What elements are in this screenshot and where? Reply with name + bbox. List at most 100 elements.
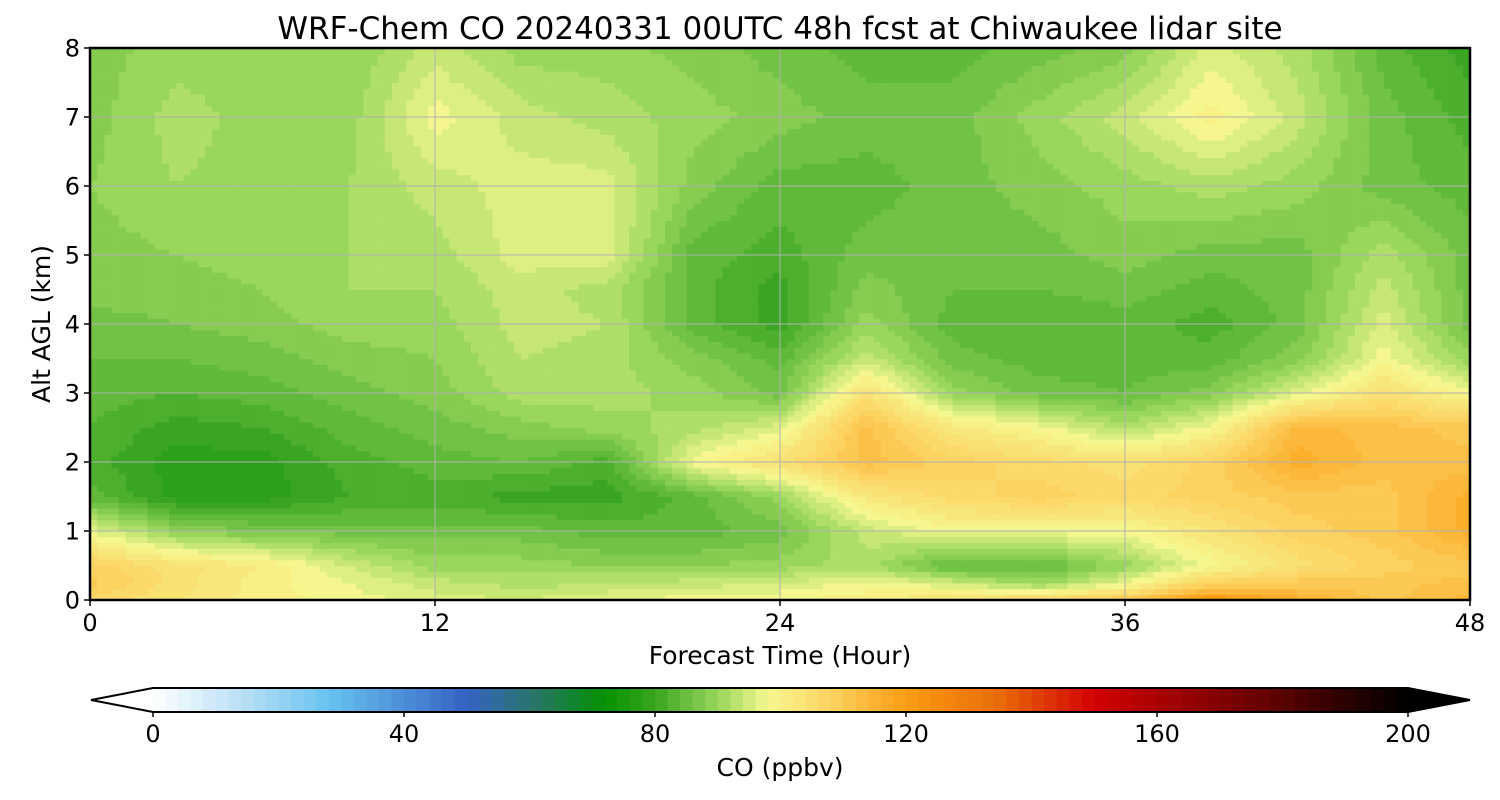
heat-cell [651, 566, 659, 572]
heat-cell [931, 571, 939, 577]
heat-cell [766, 560, 774, 566]
heat-cell [1262, 583, 1270, 589]
heat-cell [1434, 571, 1442, 577]
heat-cell [974, 566, 982, 572]
heat-cell [1247, 548, 1255, 554]
heat-cell [435, 583, 443, 589]
heat-cell [838, 548, 846, 554]
heat-cell [457, 537, 465, 543]
heat-cell [1405, 571, 1413, 577]
heat-cell [665, 543, 673, 549]
heat-cell [435, 543, 443, 549]
heat-cell [1103, 566, 1111, 572]
heat-cell [356, 554, 364, 560]
heat-cell [1003, 571, 1011, 577]
heat-cell [615, 571, 623, 577]
heat-cell [1362, 589, 1370, 595]
heat-cell [435, 554, 443, 560]
heat-cell [521, 537, 529, 543]
heat-cell [945, 583, 953, 589]
heat-cell [543, 548, 551, 554]
heat-cell [1175, 566, 1183, 572]
heat-cell [104, 531, 112, 537]
heat-cell [859, 543, 867, 549]
heat-cell [507, 548, 515, 554]
heat-cell [665, 560, 673, 566]
heat-cell [1305, 560, 1313, 566]
heat-cell [694, 566, 702, 572]
heat-cell [1183, 566, 1191, 572]
heat-cell [909, 560, 917, 566]
heat-cell [1312, 589, 1320, 595]
heat-cell [126, 537, 134, 543]
heat-cell [500, 566, 508, 572]
heat-cell [140, 577, 148, 583]
heat-cell [586, 571, 594, 577]
heat-cell [198, 543, 206, 549]
heat-cell [679, 577, 687, 583]
heat-cell [593, 583, 601, 589]
heat-cell [327, 548, 335, 554]
heat-cell [1233, 560, 1241, 566]
heat-cell [1046, 543, 1054, 549]
heat-cell [766, 566, 774, 572]
heat-cell [931, 548, 939, 554]
heat-cell [902, 554, 910, 560]
heat-cell [708, 560, 716, 566]
heat-cell [1420, 589, 1428, 595]
heat-cell [1355, 583, 1363, 589]
heat-cell [1082, 566, 1090, 572]
heat-cell [536, 571, 544, 577]
heat-cell [140, 537, 148, 543]
heat-cell [1348, 589, 1356, 595]
heat-cell [298, 548, 306, 554]
heat-cell [1103, 554, 1111, 560]
heat-cell [593, 571, 601, 577]
heat-cell [1298, 537, 1306, 543]
heat-cell [1075, 583, 1083, 589]
heat-cell [133, 560, 141, 566]
heat-cell [1204, 583, 1212, 589]
heat-cell [162, 566, 170, 572]
heat-cell [1377, 543, 1385, 549]
heat-cell [981, 583, 989, 589]
heat-cell [953, 560, 961, 566]
heat-cell [1240, 537, 1248, 543]
heat-cell [263, 583, 271, 589]
heat-cell [219, 548, 227, 554]
heat-cell [938, 571, 946, 577]
heat-cell [334, 583, 342, 589]
heat-cell [1341, 577, 1349, 583]
heat-cell [629, 589, 637, 595]
heat-cell [1082, 548, 1090, 554]
heat-cell [169, 554, 177, 560]
heat-cell [794, 589, 802, 595]
heat-cell [1326, 560, 1334, 566]
heat-cell [1125, 537, 1133, 543]
heat-cell [917, 554, 925, 560]
heat-cell [449, 571, 457, 577]
heat-cell [334, 548, 342, 554]
heat-cell [493, 566, 501, 572]
heat-cell [1161, 548, 1169, 554]
heat-cell [263, 543, 271, 549]
heat-cell [1398, 577, 1406, 583]
heat-cell [895, 543, 903, 549]
heat-cell [514, 537, 522, 543]
heat-cell [205, 548, 213, 554]
heat-cell [830, 554, 838, 560]
heat-cell [1096, 571, 1104, 577]
heat-cell [1032, 589, 1040, 595]
heat-cell [1398, 566, 1406, 572]
heat-cell [385, 577, 393, 583]
heat-cell [730, 571, 738, 577]
heat-cell [363, 560, 371, 566]
heat-cell [902, 566, 910, 572]
heat-cell [917, 548, 925, 554]
heat-cell [263, 571, 271, 577]
heat-cell [945, 537, 953, 543]
heat-cell [1147, 583, 1155, 589]
heat-cell [1362, 554, 1370, 560]
heat-cell [608, 560, 616, 566]
heat-cell [399, 577, 407, 583]
